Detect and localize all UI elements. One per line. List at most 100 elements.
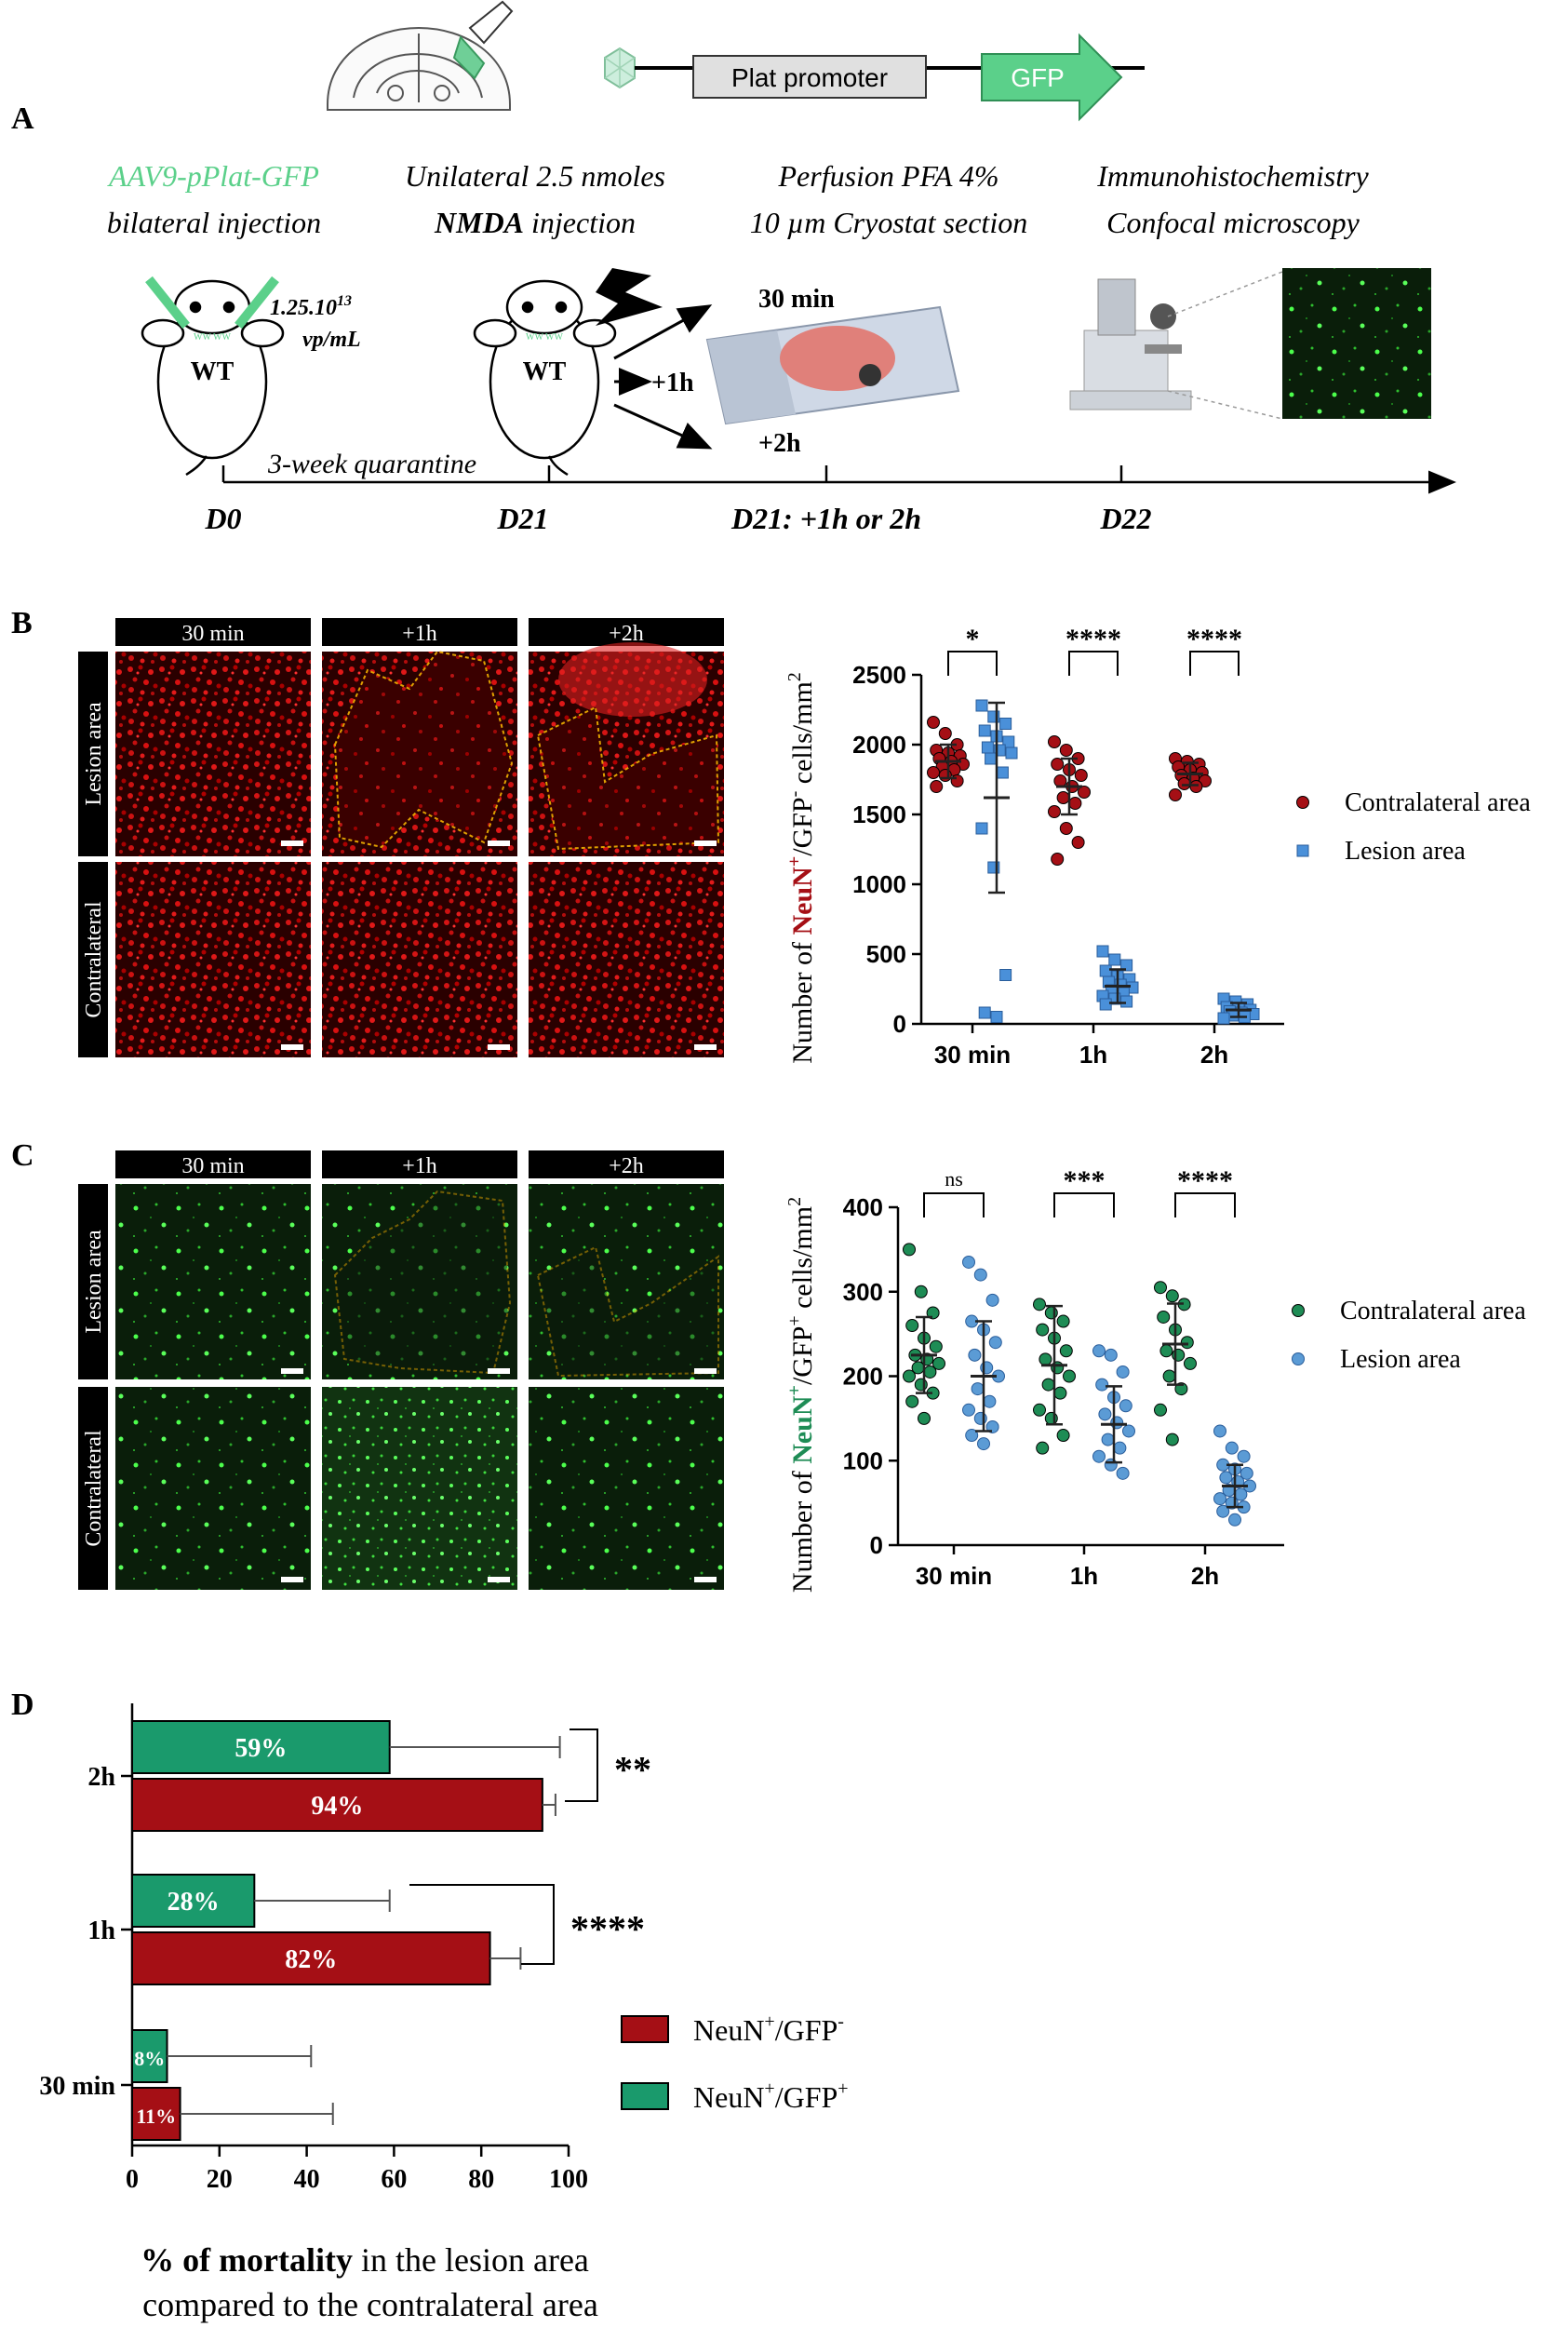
b-row-header-bg-1 bbox=[78, 862, 108, 1057]
data-point-contralateral-area bbox=[1074, 769, 1088, 782]
data-point-contralateral-area bbox=[1056, 1429, 1070, 1443]
legend-swatch bbox=[621, 2015, 669, 2043]
b-scalebar-6 bbox=[694, 1044, 717, 1050]
dose-label: 1.25.1013 bbox=[270, 293, 352, 320]
b-col-header-bg-1 bbox=[322, 618, 517, 646]
data-point-contralateral-area bbox=[1180, 1336, 1194, 1350]
b-col-header-30min: 30 min bbox=[181, 622, 244, 646]
b-col-header-2h: +2h bbox=[609, 622, 644, 646]
significance-bracket bbox=[565, 1728, 598, 1802]
bar-gfp-positive bbox=[131, 1720, 391, 1774]
data-point-lesion-area bbox=[985, 752, 998, 765]
data-point-lesion-area bbox=[1116, 1466, 1130, 1480]
data-point-contralateral-area bbox=[1059, 744, 1073, 757]
panel-a-label: A bbox=[11, 101, 34, 136]
data-point-contralateral-area bbox=[903, 1369, 916, 1383]
b-image-contra-1h bbox=[322, 862, 517, 1057]
chart-d: D 0 20 40 60 80 100 2h 59% 94% 1h 28% 82% 30 min 8% 11%… bbox=[11, 1688, 849, 2323]
c-scalebar-6 bbox=[694, 1577, 717, 1582]
data-point-lesion-area bbox=[1216, 1504, 1230, 1518]
data-point-contralateral-area bbox=[938, 769, 952, 782]
data-point-lesion-area bbox=[962, 1255, 975, 1269]
y-tick-label: 400 bbox=[843, 1193, 883, 1221]
x-tick-label: 0 bbox=[126, 2165, 139, 2194]
c-image-contra-30min bbox=[115, 1387, 311, 1590]
legend-marker bbox=[1296, 796, 1309, 809]
significance-bracket bbox=[1053, 1192, 1115, 1217]
data-point-contralateral-area bbox=[1048, 735, 1061, 748]
mouse-d21-label: WT bbox=[523, 357, 567, 386]
data-point-lesion-area bbox=[977, 1437, 990, 1451]
y-tick-label: 30 min bbox=[39, 2072, 115, 2101]
data-point-contralateral-area bbox=[938, 727, 952, 740]
x-tick-label: 80 bbox=[468, 2165, 494, 2194]
data-point-contralateral-area bbox=[914, 1285, 928, 1298]
timeline-d22: D22 bbox=[1099, 502, 1151, 535]
c-col-header-1h: +1h bbox=[402, 1154, 437, 1178]
c-lesion-outline-2h bbox=[536, 1245, 719, 1378]
bar-value-label: 94% bbox=[311, 1792, 363, 1821]
step4-line2: Confocal microscopy bbox=[1106, 206, 1360, 239]
c-col-header-30min: 30 min bbox=[181, 1154, 244, 1178]
data-point-lesion-area bbox=[1120, 995, 1133, 1008]
step1-line1: AAV9-pPlat-GFP bbox=[107, 159, 319, 193]
legend-label: NeuN+/GFP- bbox=[693, 2011, 844, 2047]
brain-coronal-icon bbox=[327, 0, 514, 111]
data-point-lesion-area bbox=[973, 1268, 987, 1282]
data-point-contralateral-area bbox=[1078, 786, 1091, 799]
chart-b: 0 500 1000 1500 2000 2500 Number of NeuN+/GFP-… bbox=[784, 624, 1531, 1069]
data-point-lesion-area bbox=[1101, 1433, 1115, 1446]
c-row-header-contralateral: Contralateral bbox=[82, 1430, 106, 1547]
significance-bracket bbox=[947, 651, 998, 676]
mouse-d0-icon: WW WW bbox=[141, 276, 285, 477]
data-point-contralateral-area bbox=[1177, 777, 1191, 790]
legend-label: Contralateral area bbox=[1345, 788, 1531, 817]
promoter-label: Plat promoter bbox=[731, 63, 888, 92]
data-point-lesion-area bbox=[990, 1011, 1003, 1023]
data-point-contralateral-area bbox=[1051, 853, 1065, 866]
significance-label: **** bbox=[1065, 624, 1121, 654]
data-point-lesion-area bbox=[1099, 998, 1112, 1011]
x-tick-label: 100 bbox=[549, 2165, 588, 2194]
gfp-label: GFP bbox=[1011, 63, 1065, 92]
data-point-contralateral-area bbox=[1174, 1382, 1188, 1396]
data-point-lesion-area bbox=[973, 1411, 987, 1425]
legend-marker bbox=[1292, 1304, 1305, 1317]
data-point-contralateral-area bbox=[1162, 1369, 1176, 1383]
legend-label: Contralateral area bbox=[1340, 1297, 1526, 1325]
b-row-header-contralateral: Contralateral bbox=[82, 901, 106, 1018]
bar-gfp-negative bbox=[131, 1778, 543, 1832]
data-point-contralateral-area bbox=[1068, 797, 1082, 810]
y-tick-label: 2000 bbox=[852, 731, 906, 759]
c-col-header-bg-0 bbox=[115, 1150, 311, 1178]
data-point-lesion-area bbox=[1092, 1449, 1106, 1463]
c-col-header-bg-2 bbox=[529, 1150, 724, 1178]
significance-bracket bbox=[923, 1192, 985, 1217]
gfp-arrow bbox=[981, 33, 1123, 122]
significance-label: *** bbox=[1064, 1165, 1106, 1196]
timeline-d21: D21 bbox=[496, 502, 548, 535]
c-row-header-bg-0 bbox=[78, 1184, 108, 1379]
data-point-lesion-area bbox=[975, 699, 988, 712]
arrow-30min bbox=[613, 304, 713, 360]
b-col-header-bg-0 bbox=[115, 618, 311, 646]
arrow-2h bbox=[613, 403, 713, 450]
significance-label: **** bbox=[1177, 1165, 1233, 1196]
b-image-lesion-30min bbox=[115, 652, 311, 856]
data-point-lesion-area bbox=[1120, 959, 1133, 972]
aav-capsid-icon bbox=[604, 47, 636, 89]
c-lesion-outline-1h bbox=[333, 1190, 512, 1375]
timeline-d21-hours: D21: +1h or 2h bbox=[730, 502, 921, 535]
data-point-lesion-area bbox=[962, 1403, 975, 1417]
c-row-header-bg-1 bbox=[78, 1387, 108, 1590]
slide-icon bbox=[705, 305, 960, 425]
data-point-contralateral-area bbox=[1071, 836, 1085, 849]
bar-value-label: 28% bbox=[168, 1888, 220, 1917]
data-point-lesion-area bbox=[1005, 747, 1018, 760]
data-point-contralateral-area bbox=[1051, 1361, 1065, 1375]
data-point-lesion-area bbox=[968, 1348, 982, 1362]
significance-label: **** bbox=[1186, 624, 1242, 654]
data-point-lesion-area bbox=[965, 1429, 979, 1443]
data-point-lesion-area bbox=[978, 1006, 991, 1019]
c-scalebar-2 bbox=[488, 1368, 510, 1374]
